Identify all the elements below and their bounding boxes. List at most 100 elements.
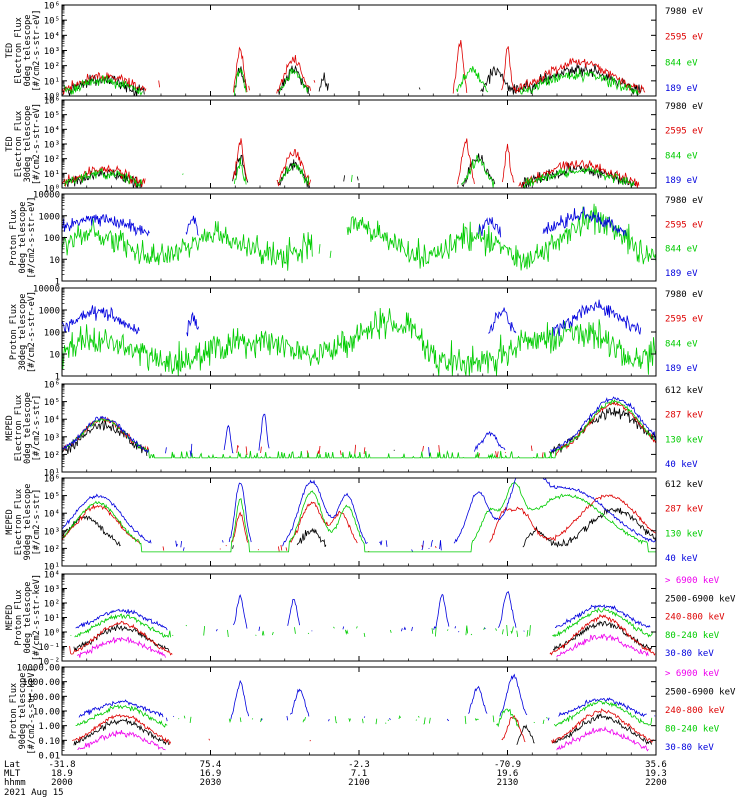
series-line-ted-e-30-2 — [65, 155, 648, 188]
legend-entry-ted-e-30-2: 844 eV — [665, 151, 698, 161]
x-tick-label-lat-4: 35.6 — [645, 760, 667, 770]
series-line-meped-e-90-1 — [61, 494, 657, 553]
series-line-meped-p-0-2 — [69, 613, 656, 656]
x-tick-label-hhmm-1: 2030 — [200, 778, 222, 788]
y-tick-label-meped-p-90-5: 1000.00 — [22, 678, 60, 688]
legend-entry-meped-p-90-1: 2500-6900 keV — [665, 688, 736, 698]
panel-frame-meped-e-90 — [61, 477, 657, 567]
x-tick-label-hhmm-4: 2200 — [645, 778, 667, 788]
y-tick-label-ted-e-30-5: 10⁵ — [44, 111, 60, 121]
y-tick-label-ted-p-0-4: 10000 — [33, 191, 60, 201]
y-tick-label-meped-e-0-2: 10³ — [44, 433, 60, 443]
x-tick-label-lat-2: -2.3 — [348, 760, 370, 770]
y-tick-label-ted-e-30-6: 10⁶ — [44, 97, 60, 107]
series-line-ted-e-0-2 — [65, 66, 657, 96]
y-axis-label-meped-e-0-1: Electron Flux — [14, 395, 24, 462]
legend-entry-meped-p-90-0: > 6900 keV — [665, 669, 720, 679]
y-axis-label-ted-e-30-0: TED — [5, 136, 15, 151]
y-axis-label-ted-p-30-2: [#/cm2-s-str-eV] — [27, 291, 37, 373]
series-line-meped-p-0-3 — [71, 608, 656, 637]
series-line-meped-p-90-2 — [72, 708, 654, 746]
y-axis-label-meped-p-0-3: [#/cm2-s-str-keV] — [32, 574, 42, 661]
y-axis-label-ted-e-30-1: Electron Flux — [14, 111, 24, 178]
y-tick-label-ted-p-30-2: 100 — [44, 329, 60, 339]
x-tick-label-lat-3: -70.9 — [494, 760, 521, 770]
legend-entry-ted-p-30-3: 189 eV — [665, 364, 698, 374]
y-tick-label-ted-p-30-1: 10 — [49, 351, 60, 361]
legend-entry-meped-p-0-3: 80-240 keV — [665, 631, 720, 641]
legend-entry-meped-e-90-2: 130 keV — [665, 529, 704, 539]
y-tick-label-meped-p-90-1: 0.10 — [38, 737, 60, 747]
y-tick-label-meped-p-0-6: 10⁴ — [44, 571, 60, 581]
legend-entry-meped-e-0-0: 612 keV — [665, 386, 704, 396]
y-tick-label-ted-p-30-0: 1 — [55, 373, 60, 383]
y-tick-label-meped-e-0-1: 10² — [44, 451, 60, 461]
legend-entry-ted-e-0-3: 189 eV — [665, 84, 698, 94]
y-axis-label-meped-p-90-2: [#/cm2-s-str-keV] — [27, 668, 37, 755]
y-axis-label-meped-e-90-3: [#/cm2-s-str] — [32, 489, 42, 556]
series-line-meped-e-90-0 — [61, 507, 657, 549]
series-line-meped-e-0-3 — [61, 396, 657, 457]
y-axis-label-ted-e-30-2: 30deg telescope — [23, 106, 33, 183]
y-tick-label-ted-e-0-4: 10⁴ — [44, 32, 60, 42]
series-line-ted-e-0-0 — [63, 64, 649, 96]
y-tick-label-ted-e-30-3: 10³ — [44, 141, 60, 151]
x-tick-label-hhmm-3: 2130 — [497, 778, 519, 788]
y-axis-label-ted-e-0-1: Electron Flux — [14, 17, 24, 84]
y-tick-label-ted-p-0-3: 1000 — [38, 212, 60, 222]
legend-entry-ted-p-0-0: 7980 eV — [665, 196, 704, 206]
legend-entry-ted-e-0-1: 2595 eV — [665, 33, 704, 43]
y-tick-label-ted-e-0-2: 10² — [44, 62, 60, 72]
y-tick-label-meped-p-90-3: 10.00 — [33, 708, 60, 718]
y-tick-label-meped-e-90-0: 10¹ — [44, 563, 60, 573]
y-axis-label-ted-p-0-1: 0deg telescope — [18, 202, 28, 274]
y-axis-label-ted-e-0-0: TED — [5, 43, 15, 58]
y-axis-label-meped-e-0-2: 0deg telescope — [23, 392, 33, 464]
legend-entry-ted-e-30-1: 2595 eV — [665, 127, 704, 137]
legend-entry-meped-p-90-4: 30-80 keV — [665, 743, 714, 753]
legend-entry-meped-e-0-3: 40 keV — [665, 460, 698, 470]
y-axis-label-ted-p-30-1: 30deg telescope — [18, 294, 28, 371]
series-line-ted-e-30-0 — [64, 153, 636, 189]
y-tick-label-meped-e-90-4: 10⁵ — [44, 492, 60, 502]
y-tick-label-ted-e-30-2: 10² — [44, 155, 60, 165]
legend-entry-meped-e-90-0: 612 keV — [665, 480, 704, 490]
panel-frame-ted-p-0 — [61, 193, 657, 282]
y-tick-label-ted-p-30-3: 1000 — [38, 307, 60, 317]
legend-entry-ted-p-0-1: 2595 eV — [665, 220, 704, 230]
y-axis-label-meped-p-90-1: 90deg telescope — [18, 673, 28, 750]
legend-entry-ted-p-0-3: 189 eV — [665, 269, 698, 279]
y-tick-label-meped-p-0-3: 10¹ — [44, 614, 60, 624]
y-axis-label-meped-e-90-1: Electron Flux — [14, 489, 24, 556]
y-tick-label-ted-e-0-3: 10³ — [44, 47, 60, 57]
x-tick-label-lat-1: 75.4 — [200, 760, 222, 770]
y-tick-label-meped-e-0-0: 10¹ — [44, 469, 60, 479]
series-line-ted-p-30-2 — [61, 307, 657, 377]
y-tick-label-meped-p-90-6: 10000.00 — [17, 664, 60, 674]
panel-frame-ted-e-0 — [61, 4, 657, 97]
y-tick-label-ted-e-0-1: 10¹ — [44, 77, 60, 87]
y-tick-label-meped-e-90-1: 10² — [44, 545, 60, 555]
y-axis-label-ted-p-0-0: Proton Flux — [9, 209, 19, 265]
frame-layer — [61, 4, 657, 756]
y-tick-label-ted-p-30-4: 10000 — [33, 285, 60, 295]
x-tick-label-mlt-4: 19.3 — [645, 769, 667, 779]
y-axis-label-ted-e-30-3: [#/cm2-s-str-eV] — [32, 103, 42, 185]
y-axis-label-meped-e-90-0: MEPED — [5, 509, 15, 535]
x-row-label-lat: Lat — [4, 760, 20, 770]
y-tick-label-meped-p-0-2: 10⁰ — [44, 629, 60, 639]
y-tick-label-meped-e-90-5: 10⁶ — [44, 475, 60, 485]
y-tick-label-meped-e-0-3: 10⁴ — [44, 416, 60, 426]
legend-entry-meped-p-0-4: 30-80 keV — [665, 649, 714, 659]
legend-entry-ted-e-30-0: 7980 eV — [665, 102, 704, 112]
y-tick-label-ted-e-0-5: 10⁵ — [44, 17, 60, 27]
legend-entry-meped-e-0-2: 130 keV — [665, 435, 704, 445]
series-line-meped-e-0-1 — [61, 400, 657, 458]
y-axis-label-meped-p-90-0: Proton Flux — [9, 683, 19, 739]
y-axis-label-meped-p-0-2: 0deg telescope — [23, 582, 33, 654]
legend-entry-meped-p-0-1: 2500-6900 keV — [665, 594, 736, 604]
y-tick-label-ted-e-30-0: 10⁰ — [44, 185, 60, 195]
y-tick-label-meped-p-90-4: 100.00 — [27, 693, 60, 703]
